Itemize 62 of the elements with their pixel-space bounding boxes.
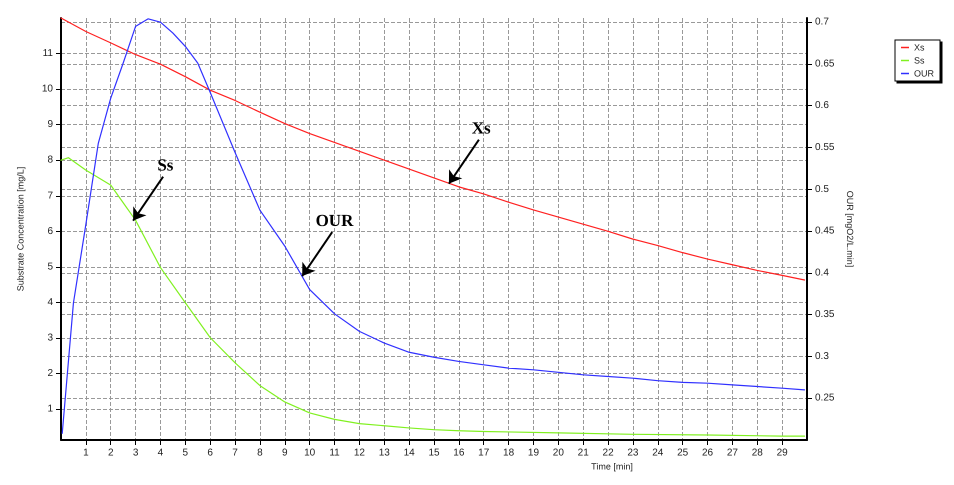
y2-tick-label: 0.55 <box>815 142 835 154</box>
y-tick-label: 8 <box>47 154 54 166</box>
annotation: Ss <box>157 155 174 174</box>
y-tick-label: 1 <box>47 404 54 415</box>
x-tick-label: 2 <box>108 448 114 458</box>
x-tick-label: 1 <box>83 448 90 458</box>
x-tick-label: 24 <box>652 448 664 458</box>
y2-tick-label: 0.7 <box>815 16 830 28</box>
y-tick-label: 3 <box>47 332 54 344</box>
x-tick-label: 18 <box>503 448 515 458</box>
y2-axis-title: OUR [mgO2/L.min] <box>844 190 855 268</box>
y2-tick-label: 0.25 <box>815 392 835 404</box>
x-tick-label: 29 <box>776 448 788 458</box>
y-tick-label: 7 <box>47 190 54 202</box>
x-tick-label: 13 <box>378 448 390 458</box>
y2-tick-label: 0.3 <box>815 350 830 362</box>
x-tick-label: 12 <box>354 448 366 458</box>
annotation: Xs <box>472 118 491 138</box>
x-tick-label: 28 <box>752 448 764 458</box>
y-tick-label: 5 <box>47 261 54 272</box>
y-tick-label: 11 <box>42 48 54 60</box>
y2-tick-label: 0.6 <box>815 100 830 112</box>
x-tick-label: 9 <box>282 448 288 458</box>
x-tick-label: 5 <box>182 448 189 458</box>
line-series <box>62 18 806 434</box>
x-tick-label: 20 <box>552 448 564 458</box>
y2-tick-label: 0.5 <box>815 184 830 195</box>
y-tick-label: 4 <box>47 296 54 308</box>
annotation: OUR <box>316 210 354 230</box>
x-tick-label: 10 <box>304 448 316 458</box>
line-series <box>60 17 806 281</box>
legend-label: OUR <box>914 68 934 78</box>
y2-tick-label: 0.65 <box>815 58 835 70</box>
x-tick-label: 27 <box>726 448 738 458</box>
legend-label: Ss <box>914 56 926 66</box>
x-tick-label: 11 <box>329 448 340 458</box>
x-tick-label: 23 <box>627 448 639 458</box>
line-series <box>60 157 806 437</box>
y2-tick-label: 0.4 <box>815 267 830 278</box>
y2-tick-label: 0.35 <box>815 309 835 320</box>
x-tick-label: 16 <box>453 448 465 458</box>
legend-label: Xs <box>914 42 926 52</box>
x-tick-label: 25 <box>677 448 689 458</box>
x-tick-label: 22 <box>602 448 614 458</box>
x-tick-label: 6 <box>207 448 214 458</box>
x-tick-label: 19 <box>528 448 540 458</box>
y-tick-label: 2 <box>47 368 54 380</box>
y2-tick-label: 0.45 <box>815 226 835 237</box>
x-tick-label: 15 <box>428 448 440 458</box>
x-tick-label: 8 <box>257 448 264 458</box>
x-tick-label: 21 <box>578 448 590 458</box>
y-axis-title: Substrate Concentration [mg/L] <box>16 166 26 292</box>
x-tick-label: 14 <box>404 448 416 458</box>
x-tick-label: 4 <box>158 448 164 458</box>
x-tick-label: 26 <box>702 448 714 458</box>
x-tick-label: 17 <box>478 448 490 458</box>
x-tick-label: 7 <box>232 448 238 458</box>
y-tick-label: 10 <box>42 84 54 95</box>
y-tick-label: 6 <box>47 226 54 237</box>
x-axis-title: Time [min] <box>591 462 633 472</box>
y-tick-label: 9 <box>47 119 54 130</box>
x-tick-label: 3 <box>132 448 139 458</box>
